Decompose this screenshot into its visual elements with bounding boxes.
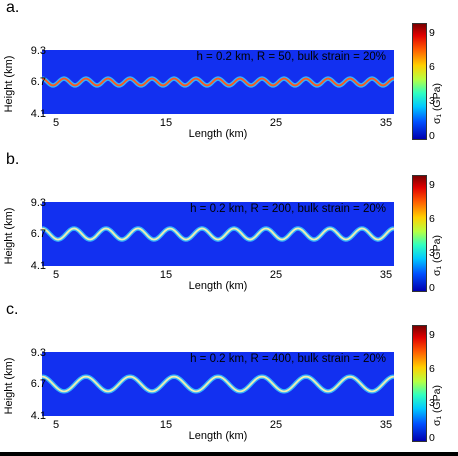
fold-layer-svg	[42, 374, 394, 394]
colorbar-tick-label: 6	[429, 61, 435, 73]
x-axis-label: Length (km)	[188, 280, 248, 292]
x-axis-label: Length (km)	[188, 128, 248, 140]
y-tick-label: 6.7	[30, 76, 46, 88]
colorbar-label: σ₁ (GPa)	[431, 83, 443, 124]
fold-layer-svg	[42, 226, 394, 242]
x-axis-label: Length (km)	[188, 430, 248, 442]
parameter-annotation: h = 0.2 km, R = 400, bulk strain = 20%	[190, 353, 386, 365]
y-tick-label: 6.7	[30, 378, 46, 390]
colorbar-tick-label: 3	[429, 95, 435, 107]
colorbar-tick-label: 0	[429, 432, 435, 444]
colorbar-label: σ₁ (GPa)	[431, 235, 443, 276]
heatmap-plot: h = 0.2 km, R = 200, bulk strain = 20%	[42, 202, 394, 266]
y-tick-label: 4.1	[30, 108, 46, 120]
y-axis-label: Height (km)	[3, 357, 15, 415]
y-tick-label: 4.1	[30, 410, 46, 422]
colorbar-tick-label: 9	[429, 329, 435, 341]
panel-c: c. h = 0.2 km, R = 400, bulk strain = 20…	[0, 302, 458, 452]
y-tick-label: 9.3	[30, 347, 46, 359]
fold-layer-line	[42, 77, 394, 87]
bottom-divider	[0, 452, 458, 456]
colorbar-tick-label: 9	[429, 179, 435, 191]
y-tick-label: 6.7	[30, 228, 46, 240]
x-tick-label: 15	[159, 117, 173, 129]
x-tick-label: 15	[159, 419, 173, 431]
colorbar-tick-label: 3	[429, 247, 435, 259]
colorbar-label: σ₁ (GPa)	[431, 385, 443, 426]
parameter-annotation: h = 0.2 km, R = 200, bulk strain = 20%	[190, 203, 386, 215]
colorbar-tick-label: 0	[429, 282, 435, 294]
y-tick-label: 4.1	[30, 260, 46, 272]
x-tick-label: 5	[52, 269, 60, 281]
y-axis-label: Height (km)	[3, 207, 15, 265]
x-tick-label: 5	[52, 117, 60, 129]
x-tick-label: 25	[269, 117, 283, 129]
heatmap-plot: h = 0.2 km, R = 400, bulk strain = 20%	[42, 352, 394, 416]
panel-label: a.	[6, 0, 20, 16]
x-tick-label: 25	[269, 269, 283, 281]
y-axis-label: Height (km)	[3, 55, 15, 113]
panel-a: a. h = 0.2 km, R = 50, bulk strain = 20%…	[0, 0, 458, 150]
x-tick-label: 35	[379, 269, 393, 281]
fold-layer-halo	[42, 374, 394, 394]
fold-layer-line	[42, 227, 394, 241]
panel-b: b. h = 0.2 km, R = 200, bulk strain = 20…	[0, 152, 458, 302]
y-tick-label: 9.3	[30, 45, 46, 57]
panel-label: b.	[6, 151, 20, 168]
colorbar-tick-label: 6	[429, 213, 435, 225]
colorbar	[412, 325, 427, 442]
x-tick-label: 35	[379, 117, 393, 129]
y-tick-label: 9.3	[30, 197, 46, 209]
colorbar-tick-label: 9	[429, 27, 435, 39]
panel-label: c.	[6, 301, 19, 318]
x-tick-label: 15	[159, 269, 173, 281]
fold-layer-line	[42, 375, 394, 393]
fold-layer-svg	[42, 76, 394, 88]
colorbar	[412, 175, 427, 292]
colorbar-tick-label: 3	[429, 397, 435, 409]
colorbar-tick-label: 6	[429, 363, 435, 375]
parameter-annotation: h = 0.2 km, R = 50, bulk strain = 20%	[196, 51, 386, 63]
x-tick-label: 25	[269, 419, 283, 431]
x-tick-label: 35	[379, 419, 393, 431]
colorbar	[412, 23, 427, 140]
x-tick-label: 5	[52, 419, 60, 431]
heatmap-plot: h = 0.2 km, R = 50, bulk strain = 20%	[42, 50, 394, 114]
colorbar-tick-label: 0	[429, 130, 435, 142]
